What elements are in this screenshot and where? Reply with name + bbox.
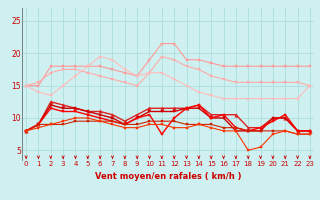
X-axis label: Vent moyen/en rafales ( km/h ): Vent moyen/en rafales ( km/h ) (95, 172, 241, 181)
